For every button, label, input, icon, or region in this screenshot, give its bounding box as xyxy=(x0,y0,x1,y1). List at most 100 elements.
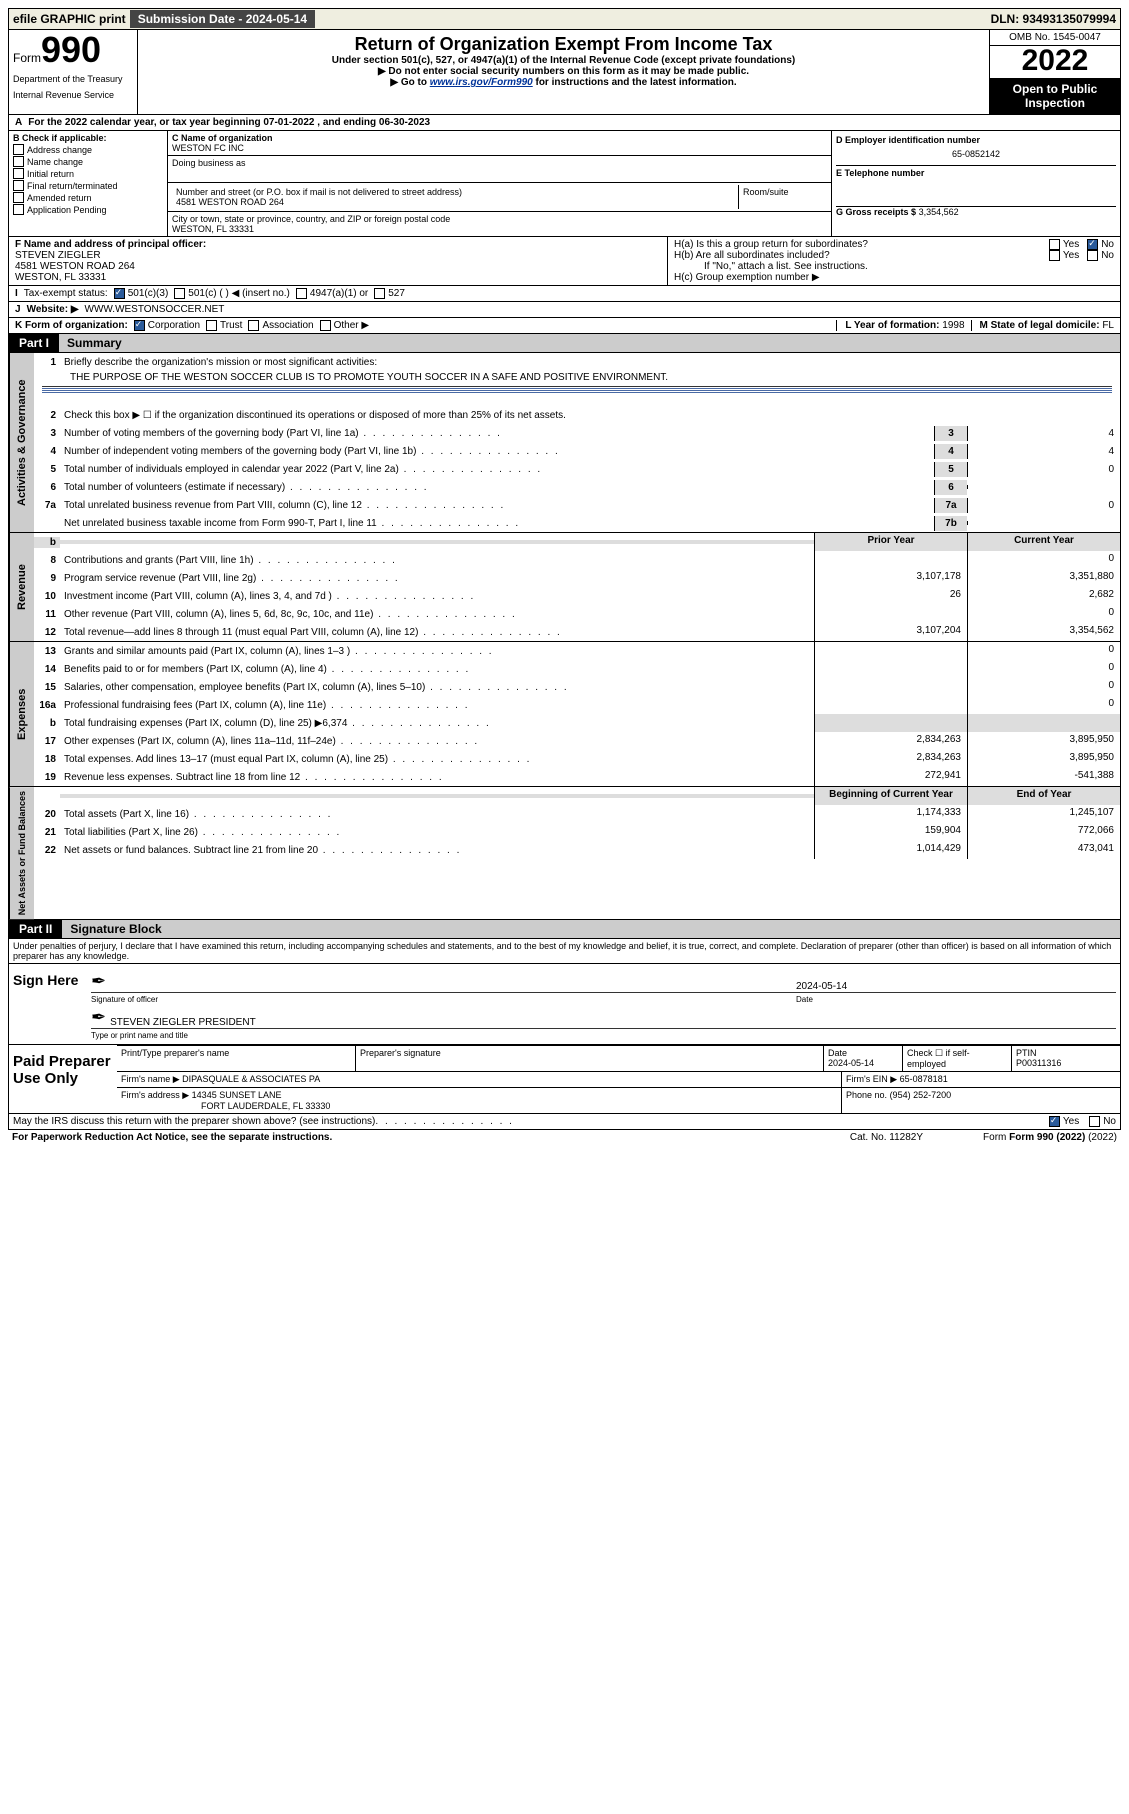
ptin-label: PTIN xyxy=(1016,1048,1116,1058)
section-rev: Revenue b Prior Year Current Year 8Contr… xyxy=(8,533,1121,642)
mission: THE PURPOSE OF THE WESTON SOCCER CLUB IS… xyxy=(42,372,1112,387)
table-row: 18Total expenses. Add lines 13–17 (must … xyxy=(34,750,1120,768)
form-footer: Form Form 990 (2022) (2022) xyxy=(983,1132,1117,1143)
pt-sig-label: Preparer's signature xyxy=(356,1046,824,1071)
officer-name-title: STEVEN ZIEGLER PRESIDENT xyxy=(110,1017,256,1028)
table-row: 16aProfessional fundraising fees (Part I… xyxy=(34,696,1120,714)
chk-pending[interactable] xyxy=(13,204,24,215)
firm-addr2: FORT LAUDERDALE, FL 33330 xyxy=(121,1101,837,1111)
year-formation: 1998 xyxy=(942,320,964,331)
goto-pre: ▶ Go to xyxy=(390,77,429,88)
part2-header: Part II xyxy=(9,920,62,938)
officer-addr1: 4581 WESTON ROAD 264 xyxy=(15,261,661,272)
table-row: 17Other expenses (Part IX, column (A), l… xyxy=(34,732,1120,750)
cat-no: Cat. No. 11282Y xyxy=(850,1132,923,1143)
chk-501c[interactable] xyxy=(174,288,185,299)
tab-ag: Activities & Governance xyxy=(9,353,34,532)
form-header: Form990 Department of the Treasury Inter… xyxy=(8,30,1121,115)
ptin: P00311316 xyxy=(1016,1058,1116,1068)
chk-amended[interactable] xyxy=(13,192,24,203)
dept-treasury: Department of the Treasury xyxy=(13,74,133,84)
part1-header-row: Part I Summary xyxy=(8,334,1121,353)
table-row: 4Number of independent voting members of… xyxy=(34,442,1120,460)
part1-header: Part I xyxy=(9,334,59,352)
col-c: C Name of organization WESTON FC INC Doi… xyxy=(168,131,831,236)
line1-desc: Briefly describe the organization's miss… xyxy=(60,355,1120,370)
website: WWW.WESTONSOCCER.NET xyxy=(85,304,225,315)
chk-initial[interactable] xyxy=(13,168,24,179)
discuss-no[interactable] xyxy=(1089,1116,1100,1127)
section-exp: Expenses 13Grants and similar amounts pa… xyxy=(8,642,1121,787)
section-net: Net Assets or Fund Balances Beginning of… xyxy=(8,787,1121,920)
dln: DLN: 93493135079994 xyxy=(991,12,1116,26)
m-label: M State of legal domicile: xyxy=(980,320,1100,331)
goto-line: ▶ Go to www.irs.gov/Form990 for instruct… xyxy=(146,77,981,88)
omb-box: OMB No. 1545-0047 2022 Open to Public In… xyxy=(990,30,1120,114)
chk-name[interactable] xyxy=(13,156,24,167)
pt-date: 2024-05-14 xyxy=(828,1058,898,1068)
chk-527[interactable] xyxy=(374,288,385,299)
chk-4947[interactable] xyxy=(296,288,307,299)
table-row: 14Benefits paid to or for members (Part … xyxy=(34,660,1120,678)
firm-addr1: 14345 SUNSET LANE xyxy=(192,1090,282,1100)
hc-label: H(c) Group exemption number ▶ xyxy=(674,272,1114,283)
l-label: L Year of formation: xyxy=(845,320,939,331)
chk-501c3[interactable] xyxy=(114,288,125,299)
sign-here: Sign Here xyxy=(9,964,87,1044)
phone: (954) 252-7200 xyxy=(890,1090,952,1100)
firm-name-label: Firm's name ▶ xyxy=(121,1074,180,1084)
discuss-yes[interactable] xyxy=(1049,1116,1060,1127)
tax-year: 2022 xyxy=(990,46,1120,76)
officer-addr2: WESTON, FL 33331 xyxy=(15,272,661,283)
c-label: C Name of organization xyxy=(172,133,827,143)
chk-corp[interactable] xyxy=(134,320,145,331)
goto-link[interactable]: www.irs.gov/Form990 xyxy=(430,77,533,88)
discuss-row: May the IRS discuss this return with the… xyxy=(8,1114,1121,1130)
firm-ein: 65-0878181 xyxy=(900,1074,948,1084)
subtitle: Under section 501(c), 527, or 4947(a)(1)… xyxy=(146,55,981,66)
pt-check: Check ☐ if self-employed xyxy=(903,1046,1012,1071)
chk-trust[interactable] xyxy=(206,320,217,331)
city-label: City or town, state or province, country… xyxy=(172,214,827,224)
open-public: Open to Public Inspection xyxy=(990,78,1120,114)
phone-label: Phone no. xyxy=(846,1090,887,1100)
row-j: J Website: ▶ WWW.WESTONSOCCER.NET xyxy=(8,302,1121,318)
type-name-cap: Type or print name and title xyxy=(91,1031,1116,1040)
form-word: Form xyxy=(13,51,41,65)
ha-yes[interactable] xyxy=(1049,239,1060,250)
gross-receipts: 3,354,562 xyxy=(919,207,959,217)
submission-date: Submission Date - 2024-05-14 xyxy=(130,10,315,28)
date-cap: Date xyxy=(796,995,1116,1004)
domicile: FL xyxy=(1102,320,1114,331)
b-title: B Check if applicable: xyxy=(13,133,163,143)
table-row: 11Other revenue (Part VIII, column (A), … xyxy=(34,605,1120,623)
tab-rev: Revenue xyxy=(9,533,34,641)
col-boy: Beginning of Current Year xyxy=(814,787,967,805)
addr-label: Number and street (or P.O. box if mail i… xyxy=(176,187,734,197)
chk-assoc[interactable] xyxy=(248,320,259,331)
sig-officer-cap: Signature of officer xyxy=(91,995,796,1004)
hb-no[interactable] xyxy=(1087,250,1098,261)
hb-yes[interactable] xyxy=(1049,250,1060,261)
chk-other[interactable] xyxy=(320,320,331,331)
blank-num: b xyxy=(34,537,60,548)
paid-preparer: Paid Preparer Use Only xyxy=(9,1045,117,1113)
part1-title: Summary xyxy=(59,334,1120,352)
table-row: 22Net assets or fund balances. Subtract … xyxy=(34,841,1120,859)
row-i: I Tax-exempt status: 501(c)(3) 501(c) ( … xyxy=(8,286,1121,302)
table-row: 15Salaries, other compensation, employee… xyxy=(34,678,1120,696)
ha-no[interactable] xyxy=(1087,239,1098,250)
tab-net: Net Assets or Fund Balances xyxy=(9,787,34,919)
part2-title: Signature Block xyxy=(62,920,1120,938)
pt-date-label: Date xyxy=(828,1048,898,1058)
col-f: F Name and address of principal officer:… xyxy=(9,237,668,285)
officer-name: STEVEN ZIEGLER xyxy=(15,250,661,261)
ein: 65-0852142 xyxy=(836,145,1116,163)
hb-label: H(b) Are all subordinates included? xyxy=(674,250,1049,261)
table-row: 19Revenue less expenses. Subtract line 1… xyxy=(34,768,1120,786)
chk-address[interactable] xyxy=(13,144,24,155)
table-row: 13Grants and similar amounts paid (Part … xyxy=(34,642,1120,660)
dept-irs: Internal Revenue Service xyxy=(13,90,133,100)
table-row: 8Contributions and grants (Part VIII, li… xyxy=(34,551,1120,569)
chk-final[interactable] xyxy=(13,180,24,191)
